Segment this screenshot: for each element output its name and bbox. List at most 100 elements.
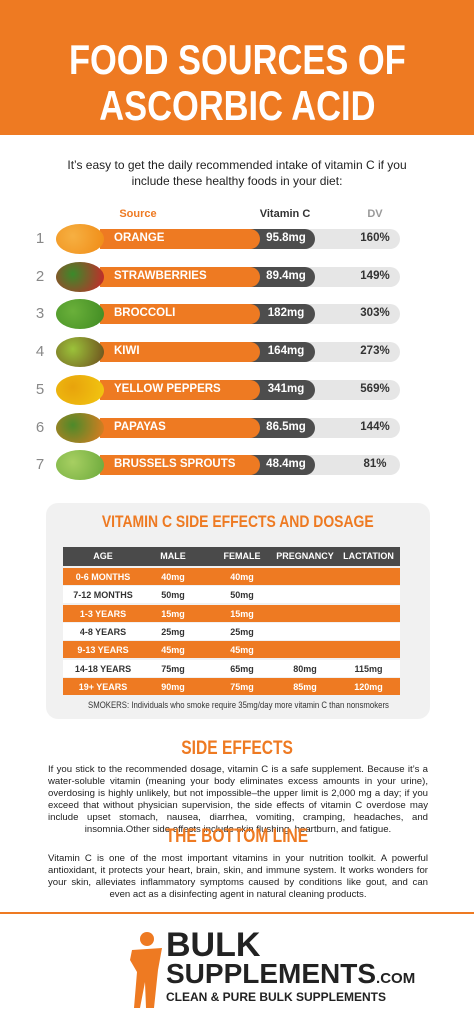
food-image [56,412,104,443]
logo-domain: .COM [376,970,416,987]
vitamin-c: 164mg [267,345,305,358]
dv: 144% [360,420,390,433]
food-image [56,450,104,481]
rank: 3 [35,305,45,323]
value-bg [300,379,400,400]
logo-icon [130,932,162,1008]
dosage-note: SMOKERS: Individuals who smoke require 3… [46,700,430,711]
food-name: YELLOW PEPPERS [114,382,221,395]
dv: 149% [360,269,390,282]
value-bg [300,455,400,476]
title-text: FOOD SOURCES OF [68,36,406,83]
table-header: AGE [93,551,113,561]
food-name: BROCCOLI [114,307,176,320]
table-cell: 50mg [230,590,254,601]
vitamin-bar [250,229,315,249]
food-name: ORANGE [114,232,165,244]
paragraph: Vitamin C is one of the most important v… [48,853,428,900]
vitamin-bar [250,455,315,476]
title: FOOD SOURCES OF [0,36,474,84]
vitamin-bar [250,304,315,325]
rank: 7 [35,456,45,474]
table-row [63,604,400,622]
logo-line2: SUPPLEMENTS.COM [166,960,415,993]
rank: 5 [35,380,45,398]
table-cell: 7-12 MONTHS [73,590,133,601]
table-row [63,622,400,640]
dv: 273% [360,345,390,358]
table-cell: 75mg [230,681,254,692]
value-bg [300,304,400,325]
title: ASCORBIC ACID [0,82,474,130]
food-image [56,337,104,368]
tagline: CLEAN & PURE BULK SUPPLEMENTS [166,990,387,1004]
paragraph: If you stick to the recommended dosage, … [48,764,428,835]
table-cell: 50mg [161,590,185,601]
food-name: PAPAYAS [114,420,166,433]
vitamin-c: 341mg [267,382,305,395]
table-cell: 45mg [230,645,254,656]
table-row [63,641,400,659]
section-title: THE BOTTOM LINE [0,826,474,848]
vitamin-bar [250,379,315,400]
column-header: DV [367,208,383,220]
vitamin-c: 95.8mg [266,232,306,244]
table-cell: 85mg [293,681,317,692]
dosage-title-text: VITAMIN C SIDE EFFECTS AND DOSAGE [102,512,374,531]
rank: 4 [35,343,45,361]
food-name: KIWI [114,345,140,358]
food-image [56,224,104,254]
value-bg [300,342,400,363]
table-cell: 14-18 YEARS [74,663,132,674]
food-bar [100,304,260,325]
food-bar [100,455,260,476]
value-bg [300,229,400,249]
table-cell: 15mg [161,608,185,619]
table-header: LACTATION [343,551,394,561]
table-row [63,677,400,695]
table-cell: 25mg [230,626,254,637]
food-image [56,261,104,292]
food-image [56,299,104,330]
table-header-bg [63,547,400,566]
food-bar [100,266,260,287]
vitamin-bar [250,342,315,363]
table-cell: 25mg [161,626,185,637]
value-bg [300,417,400,438]
food-image [56,374,104,405]
table-cell: 1-3 YEARS [79,608,127,619]
food-bar [100,417,260,438]
food-bar [100,342,260,363]
note-text: SMOKERS: Individuals who smoke require 3… [87,700,389,711]
table-cell: 120mg [354,681,383,692]
column-header: Vitamin C [259,208,311,220]
table-row [63,659,400,677]
table-cell: 4-8 YEARS [79,626,127,637]
logo-word: SUPPLEMENTS [166,958,377,989]
table-row [63,568,400,585]
header [0,0,474,135]
section-title: SIDE EFFECTS [0,738,474,760]
rank: 1 [35,230,45,247]
dv: 81% [363,458,387,471]
table-header: PREGNANCY [276,551,334,561]
intro: It’s easy to get the daily recommended i… [67,158,407,188]
logo-line1: BULK [166,926,261,964]
table-cell: 90mg [161,681,185,692]
table-cell: 40mg [161,572,185,582]
section-title-text: THE BOTTOM LINE [165,826,309,847]
value-bg [300,266,400,287]
section-title-text: SIDE EFFECTS [181,738,293,759]
dosage-title: VITAMIN C SIDE EFFECTS AND DOSAGE [46,512,430,532]
table-cell: 80mg [293,663,317,674]
table-cell: 115mg [354,663,383,674]
vitamin-c: 48.4mg [266,458,306,471]
table-cell: 19+ YEARS [78,681,128,692]
food-bar [100,229,260,249]
table-cell: 40mg [230,572,254,582]
table-cell: 65mg [230,663,254,674]
table-header: FEMALE [223,551,261,561]
rank: 2 [35,267,45,285]
vitamin-c: 89.4mg [266,269,306,282]
table-cell: 75mg [161,663,185,674]
